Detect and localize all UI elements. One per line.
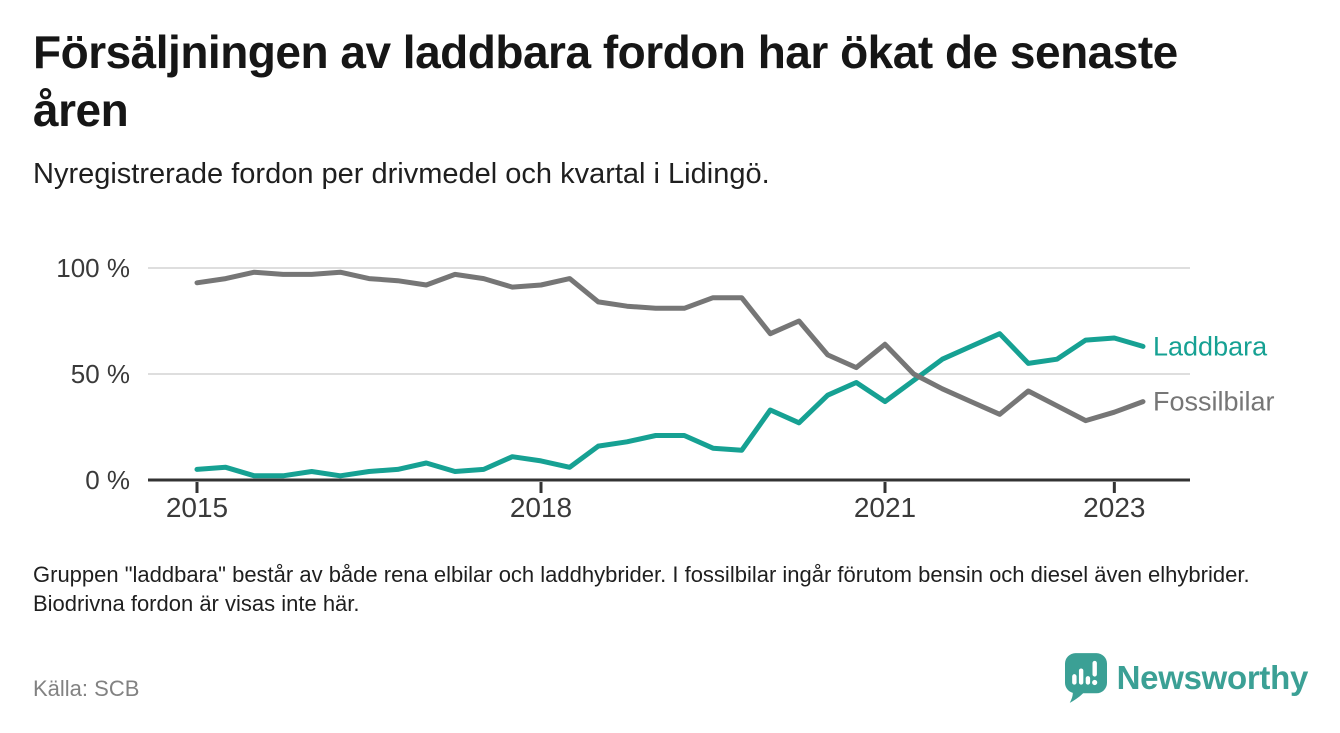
chart-subtitle: Nyregistrerade fordon per drivmedel och …: [33, 158, 770, 190]
logo-bar-1: [1071, 674, 1077, 685]
x-tick-label: 2021: [854, 492, 916, 523]
series-line-laddbara: [194, 331, 1146, 479]
series-line-fossilbilar: [194, 269, 1146, 424]
chart-title: Försäljningen av laddbara fordon har öka…: [33, 26, 1178, 136]
logo-exclamation-bar: [1092, 660, 1097, 677]
x-tick-label: 2015: [166, 492, 228, 523]
logo-bar-3: [1085, 676, 1090, 685]
y-tick-label: 0 %: [85, 465, 130, 495]
newsworthy-logo: Newsworthy: [1064, 653, 1309, 703]
series-label-fossilbilar: Fossilbilar: [1153, 387, 1275, 417]
line-chart: 2015 2018 2021 2023 0 % 50 % 100 % Laddbara Foss…: [56, 253, 1275, 523]
logo-exclamation-dot: [1091, 679, 1097, 686]
y-tick-label: 50 %: [71, 359, 130, 389]
x-tick-label: 2023: [1083, 492, 1145, 523]
source-label: Källa: SCB: [33, 676, 140, 701]
newsworthy-wordmark: Newsworthy: [1116, 659, 1309, 696]
y-tick-label: 100 %: [56, 253, 130, 283]
newsworthy-icon: [1064, 653, 1107, 703]
x-tick-label: 2018: [510, 492, 572, 523]
chart-footnote: Gruppen "laddbara" består av både rena e…: [33, 562, 1250, 617]
logo-bar-2: [1078, 668, 1083, 685]
series-label-laddbara: Laddbara: [1153, 331, 1268, 361]
